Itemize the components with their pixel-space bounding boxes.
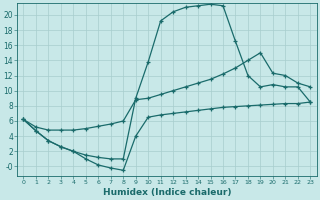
- X-axis label: Humidex (Indice chaleur): Humidex (Indice chaleur): [103, 188, 231, 197]
